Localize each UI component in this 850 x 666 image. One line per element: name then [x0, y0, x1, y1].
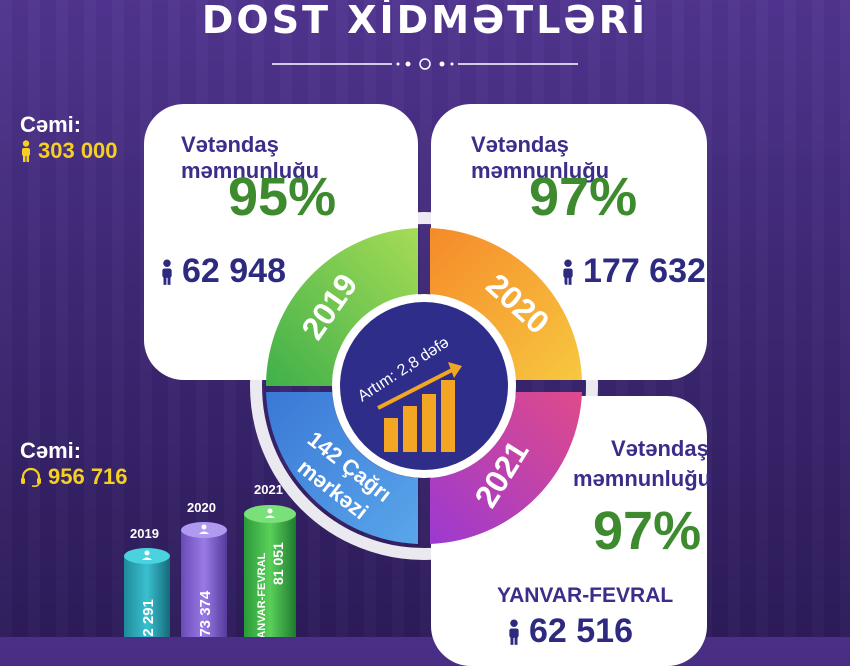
cylinder-2019-value: 02 291 — [140, 599, 157, 637]
total-calls-value-row: 956 716 — [20, 464, 128, 490]
card-title-line1: Vətəndaş — [611, 436, 709, 461]
total-visitors-value-row: 303 000 — [20, 138, 118, 164]
segment-2020 — [430, 228, 582, 380]
total-calls-value: 956 716 — [48, 464, 128, 489]
growth-bars-icon — [377, 362, 462, 452]
center-ring: Artım: 2,8 dəfə 2019 2020 2021 142 Çağrı… — [265, 228, 582, 544]
card-count-row: 177 632 — [561, 252, 706, 291]
person-icon — [563, 259, 573, 285]
segment-2021 — [430, 392, 582, 544]
cylinder-2020-year: 2020 — [187, 500, 216, 515]
ornament-divider — [272, 58, 578, 70]
person-icon — [162, 259, 172, 285]
total-visitors: Cəmi: 303 000 — [20, 112, 118, 164]
visitor-count: 177 632 — [583, 252, 706, 290]
cylinder-2019-year: 2019 — [130, 526, 159, 541]
visitor-count: 62 948 — [182, 252, 286, 290]
cylinder-2021-year: 2021 — [254, 482, 283, 497]
headset-icon — [21, 467, 41, 487]
cylinder-2020-value: 673 374 — [197, 590, 214, 637]
total-calls: Cəmi: 956 716 — [20, 438, 128, 490]
page-title: DOST XİDMƏTLƏRİ — [201, 0, 649, 42]
satisfaction-percent: 95% — [228, 167, 337, 227]
satisfaction-percent: 97% — [529, 167, 638, 227]
total-label: Cəmi: — [20, 438, 82, 463]
person-icon — [22, 140, 30, 162]
cylinder-2021-value-line1: YANVAR-FEVRAL — [256, 552, 268, 637]
card-title: Vətəndaş məmnunluğu — [181, 132, 320, 183]
card-title-line2: məmnunluğu — [573, 466, 712, 491]
total-label: Cəmi: — [20, 112, 82, 137]
cylinder-2021 — [244, 505, 296, 637]
cylinder-chart: 02 291 673 374 YANVAR-FEVRAL 81 051 — [124, 505, 296, 637]
segment-2019 — [265, 228, 418, 386]
cylinder-2021-value-line2: 81 051 — [270, 542, 286, 585]
cylinder-2020 — [181, 522, 227, 637]
period-label: YANVAR-FEVRAL — [497, 584, 674, 607]
card-count-row: 62 948 — [160, 252, 286, 291]
satisfaction-percent: 97% — [593, 501, 702, 561]
card-title: Vətəndaş məmnunluğu — [471, 132, 610, 183]
segment-call-center — [266, 392, 418, 544]
total-visitors-value: 303 000 — [38, 138, 118, 163]
cylinder-2019 — [124, 548, 170, 637]
